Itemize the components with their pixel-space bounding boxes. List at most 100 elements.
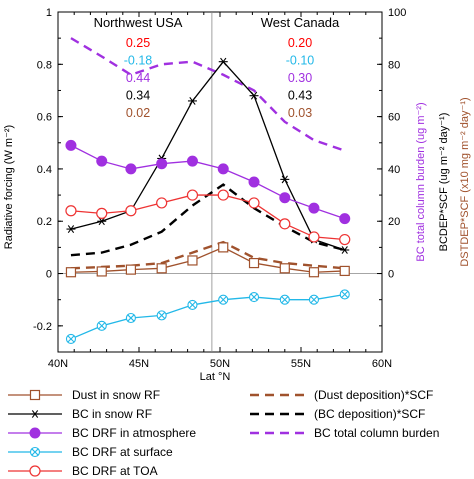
series-line-bc-drf-in-atmosphere — [70, 144, 345, 220]
series-line-bc-in-snow-rf — [70, 60, 345, 251]
right-axis-label-3: DSTDEP*SCF (x10 mg m⁻² day⁻¹) — [459, 97, 471, 266]
data-point-bc-in-snow-rf-stroke — [189, 96, 196, 105]
legend-label: BC total column burden — [314, 426, 439, 440]
data-point-bc-drf-at-toa — [186, 189, 199, 201]
data-point-bc-drf-at-surface — [339, 289, 350, 300]
legend-marker — [30, 410, 40, 418]
series-bc-drf-at-surface — [65, 289, 350, 344]
data-point-bc-drf-at-toa — [279, 218, 291, 230]
series-line-dust-deposition-scf — [70, 240, 345, 270]
data-point-dust-in-snow-rf — [279, 263, 290, 274]
y-tick-label: 0.8 — [37, 59, 52, 71]
data-point-bc-drf-at-surface-stroke — [341, 290, 349, 299]
x-tick-label: 60N — [372, 358, 392, 370]
legend-marker-stroke — [31, 448, 39, 456]
data-point-bc-drf-at-toa — [65, 205, 77, 217]
y2-tick-label: 80 — [388, 59, 400, 71]
legend-item-bc-drf-in-atmosphere: BC DRF in atmosphere — [8, 426, 196, 440]
legend-label: Dust in snow RF — [72, 388, 160, 402]
legend-item-dust-in-snow-rf: Dust in snow RF — [8, 388, 160, 402]
y2-tick-label: 60 — [388, 112, 400, 124]
data-point-bc-drf-at-surface-stroke — [98, 322, 106, 330]
data-point-bc-drf-at-surface-stroke — [158, 311, 166, 319]
region-left-value: 0.44 — [126, 71, 150, 85]
data-point-bc-drf-at-surface — [125, 312, 136, 324]
y-tick-label: 0.6 — [37, 112, 52, 124]
data-point-bc-in-snow-rf-stroke — [98, 217, 105, 226]
legend-label: (Dust deposition)*SCF — [314, 388, 433, 402]
data-point-bc-in-snow-rf — [218, 57, 228, 66]
right-axis-label-2: BCDEP*SCF (ug m⁻² day⁻¹) — [438, 113, 450, 252]
data-point-bc-drf-at-surface — [218, 294, 229, 305]
x-tick-label: 50N — [210, 358, 230, 370]
data-point-bc-drf-at-toa — [248, 197, 260, 209]
data-point-bc-drf-in-atmosphere — [125, 163, 137, 175]
series-line-dust-in-snow-rf — [70, 246, 345, 273]
data-point-bc-in-snow-rf — [280, 175, 290, 184]
data-point-bc-drf-in-atmosphere — [217, 163, 229, 175]
region-right-value: -0.10 — [286, 54, 315, 68]
data-point-dust-in-snow-rf — [156, 263, 167, 274]
region-left-label: Northwest USA — [94, 15, 183, 30]
data-point-bc-drf-at-surface — [65, 333, 77, 344]
y-tick-label: -0.2 — [33, 321, 52, 333]
data-point-dust-in-snow-rf — [96, 266, 107, 277]
data-point-bc-drf-at-toa — [156, 197, 168, 209]
data-point-bc-drf-in-atmosphere — [308, 202, 320, 214]
data-point-bc-in-snow-rf — [340, 246, 350, 254]
y2-tick-label: 20 — [388, 216, 400, 228]
data-point-bc-in-snow-rf — [97, 217, 107, 226]
data-point-bc-drf-at-surface — [156, 310, 167, 321]
data-point-bc-drf-in-atmosphere — [96, 155, 108, 167]
data-point-bc-drf-at-surface — [279, 294, 290, 305]
data-point-bc-drf-in-atmosphere — [186, 155, 198, 167]
legend-marker-stroke — [31, 410, 39, 418]
y-tick-label: 0.2 — [37, 216, 52, 228]
data-point-dust-in-snow-rf — [308, 267, 320, 278]
series — [65, 37, 351, 344]
region-right-value: 0.30 — [288, 71, 312, 85]
legend-marker — [29, 446, 41, 458]
data-point-bc-drf-at-surface — [248, 292, 260, 303]
legend-label: (BC deposition)*SCF — [314, 407, 425, 421]
x-axis-label: Lat °N — [200, 371, 231, 383]
data-point-bc-drf-at-surface — [308, 294, 320, 305]
data-point-dust-in-snow-rf — [248, 257, 260, 269]
data-point-bc-drf-at-surface — [187, 299, 198, 310]
data-point-bc-drf-at-toa — [125, 205, 137, 217]
region-right-value: 0.43 — [288, 89, 312, 103]
series-dust-deposition-scf — [70, 240, 345, 270]
x-tick-label: 40N — [48, 358, 68, 370]
series-bc-drf-in-atmosphere — [65, 139, 351, 225]
region-labels: Northwest USA West Canada — [94, 15, 340, 30]
data-point-bc-drf-in-atmosphere — [339, 213, 351, 225]
data-point-bc-in-snow-rf-stroke — [341, 246, 348, 254]
series-line-bc-drf-at-toa — [70, 194, 345, 241]
y-tick-label: 0.4 — [37, 164, 52, 176]
data-point-dust-in-snow-rf — [218, 242, 229, 253]
region-left-value: -0.18 — [124, 54, 153, 68]
data-point-bc-drf-at-toa — [217, 189, 229, 201]
series-bc-drf-at-toa — [65, 189, 351, 246]
legend-label: BC DRF at TOA — [72, 464, 158, 478]
series-line-bc-total-column-burden — [70, 37, 346, 152]
region-values: 0.25 0.20 -0.18 -0.10 0.44 0.30 0.34 0.43 0.02 0.… — [124, 36, 315, 120]
data-point-bc-drf-at-toa — [308, 231, 320, 243]
data-point-bc-drf-at-surface-stroke — [188, 301, 197, 309]
legend-item-bc-deposition-scf: (BC deposition)*SCF — [250, 407, 425, 421]
series-bc-total-column-burden — [70, 37, 346, 152]
data-point-bc-drf-in-atmosphere — [279, 192, 291, 204]
data-point-bc-drf-at-surface — [96, 320, 107, 331]
data-point-dust-in-snow-rf — [65, 267, 77, 278]
legend-marker — [29, 389, 41, 401]
y-tick-label: 0 — [46, 269, 52, 281]
y2-tick-label: 0 — [388, 269, 394, 281]
series-dust-in-snow-rf — [65, 242, 350, 278]
legend: Dust in snow RF BC in snow RF BC DRF in at… — [8, 388, 439, 478]
data-point-dust-in-snow-rf — [125, 264, 137, 275]
legend-item-bc-drf-at-toa: BC DRF at TOA — [8, 464, 158, 478]
data-point-bc-drf-at-surface-stroke — [250, 293, 258, 301]
y2-tick-label: 100 — [388, 7, 406, 19]
data-point-bc-drf-at-surface-stroke — [127, 314, 135, 322]
